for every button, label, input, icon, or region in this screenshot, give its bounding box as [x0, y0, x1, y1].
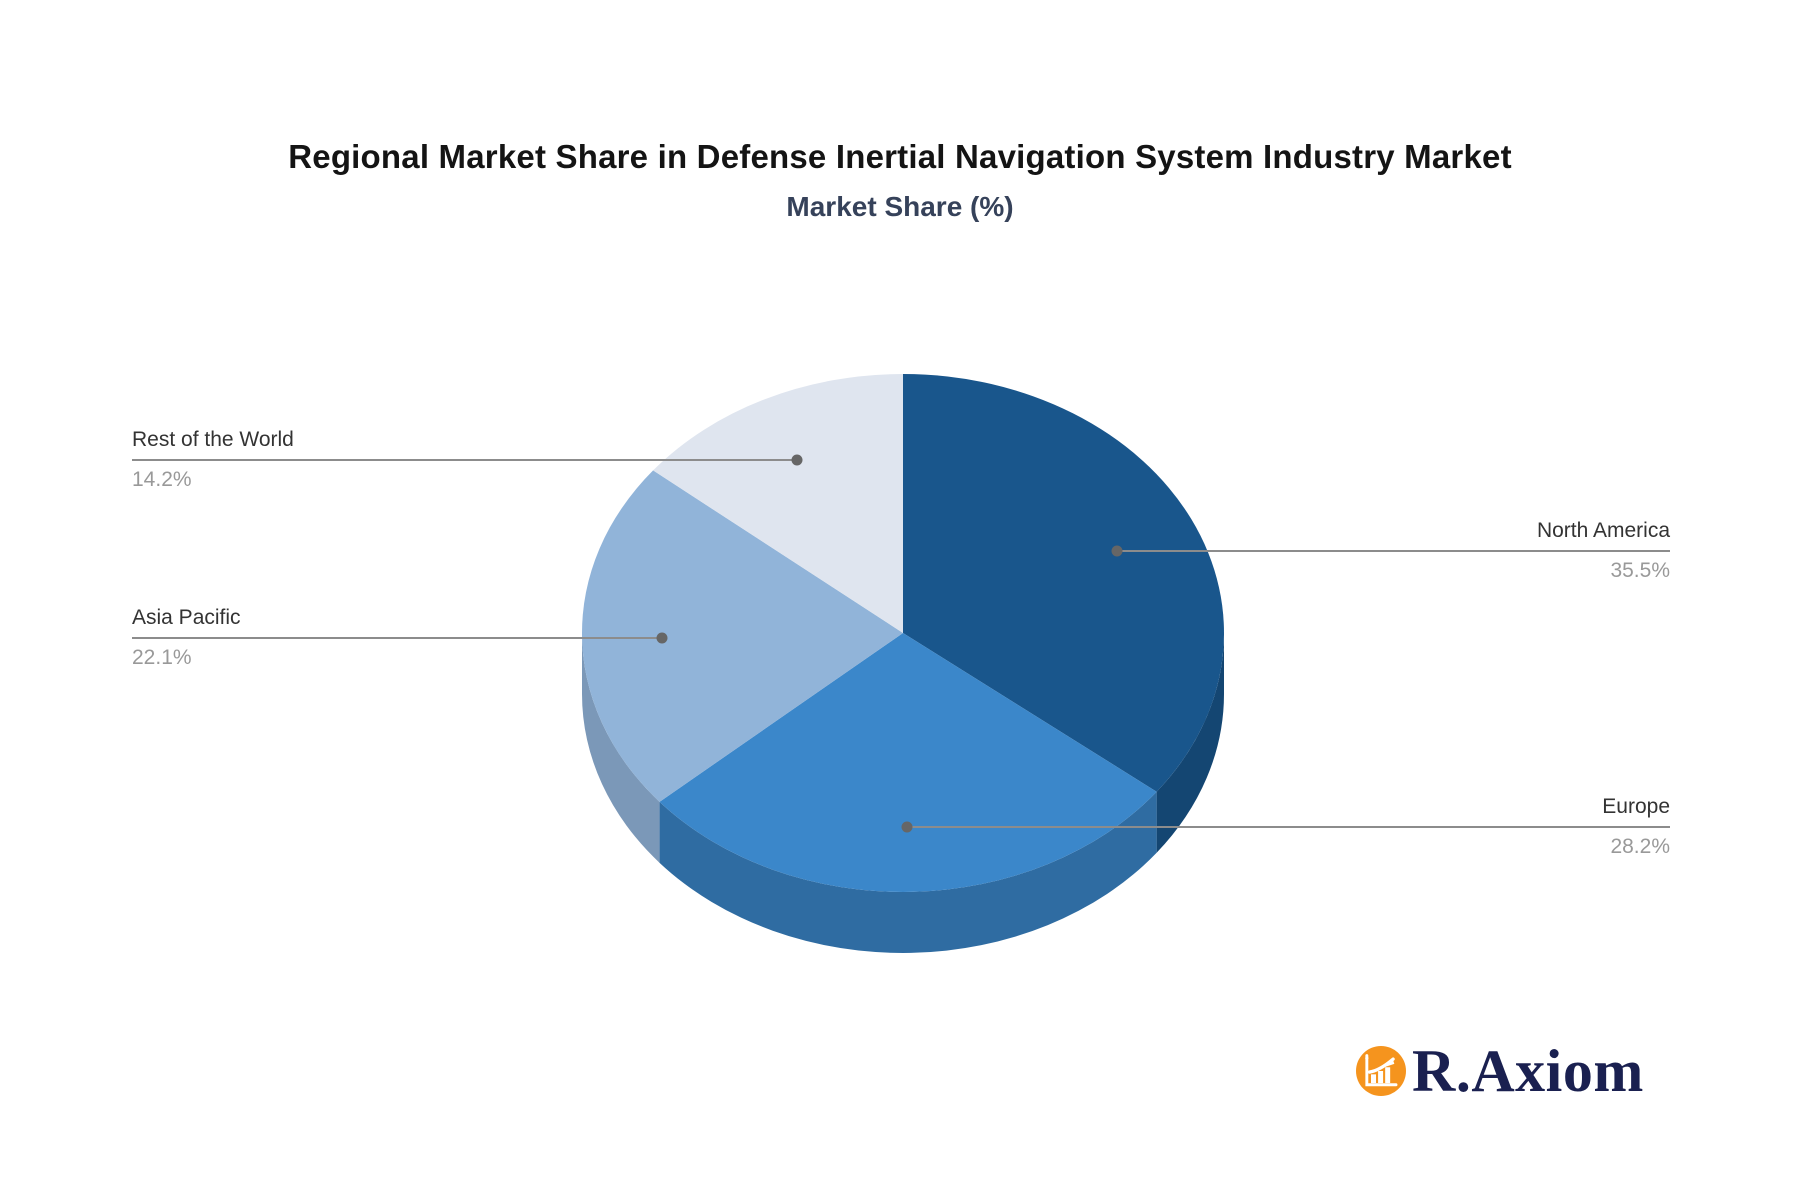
leader-lines [132, 459, 1670, 828]
chart-title: Regional Market Share in Defense Inertia… [288, 138, 1512, 175]
pie-slice-asia-pacific[interactable] [582, 470, 903, 802]
pie-slice-north-america[interactable] [903, 374, 1224, 792]
leader-dot-asia-pacific [656, 632, 668, 644]
pie-slice-side-europe [659, 791, 1157, 953]
callout-pct-north-america: 35.5% [1610, 559, 1670, 582]
chart-subtitle: Market Share (%) [786, 191, 1014, 222]
brand-logo-text: R.Axiom [1412, 1038, 1644, 1104]
bar-chart-growth-icon [1356, 1046, 1406, 1096]
callout-pct-rest-of-the-world: 14.2% [132, 468, 192, 491]
pie-3d-sides [582, 633, 1224, 953]
pie-slices [582, 374, 1224, 892]
brand-logo: R.Axiom [1356, 1038, 1644, 1104]
callout-label-europe: Europe [1602, 795, 1670, 818]
leader-dot-north-america [1111, 545, 1123, 557]
callout-pct-asia-pacific: 22.1% [132, 646, 192, 669]
leader-dot-europe [901, 821, 913, 833]
callout-label-rest-of-the-world: Rest of the World [132, 428, 294, 451]
pie-slice-side-asia-pacific [582, 633, 660, 863]
pie-slice-rest-of-the-world[interactable] [653, 374, 903, 633]
leader-dot-rest-of-the-world [791, 454, 803, 466]
callout-label-north-america: North America [1536, 519, 1670, 542]
callout-label-asia-pacific: Asia Pacific [132, 606, 241, 629]
pie-slice-side-north-america [1156, 633, 1224, 853]
leader-dots [656, 454, 1123, 833]
callout-pct-europe: 28.2% [1610, 835, 1670, 858]
